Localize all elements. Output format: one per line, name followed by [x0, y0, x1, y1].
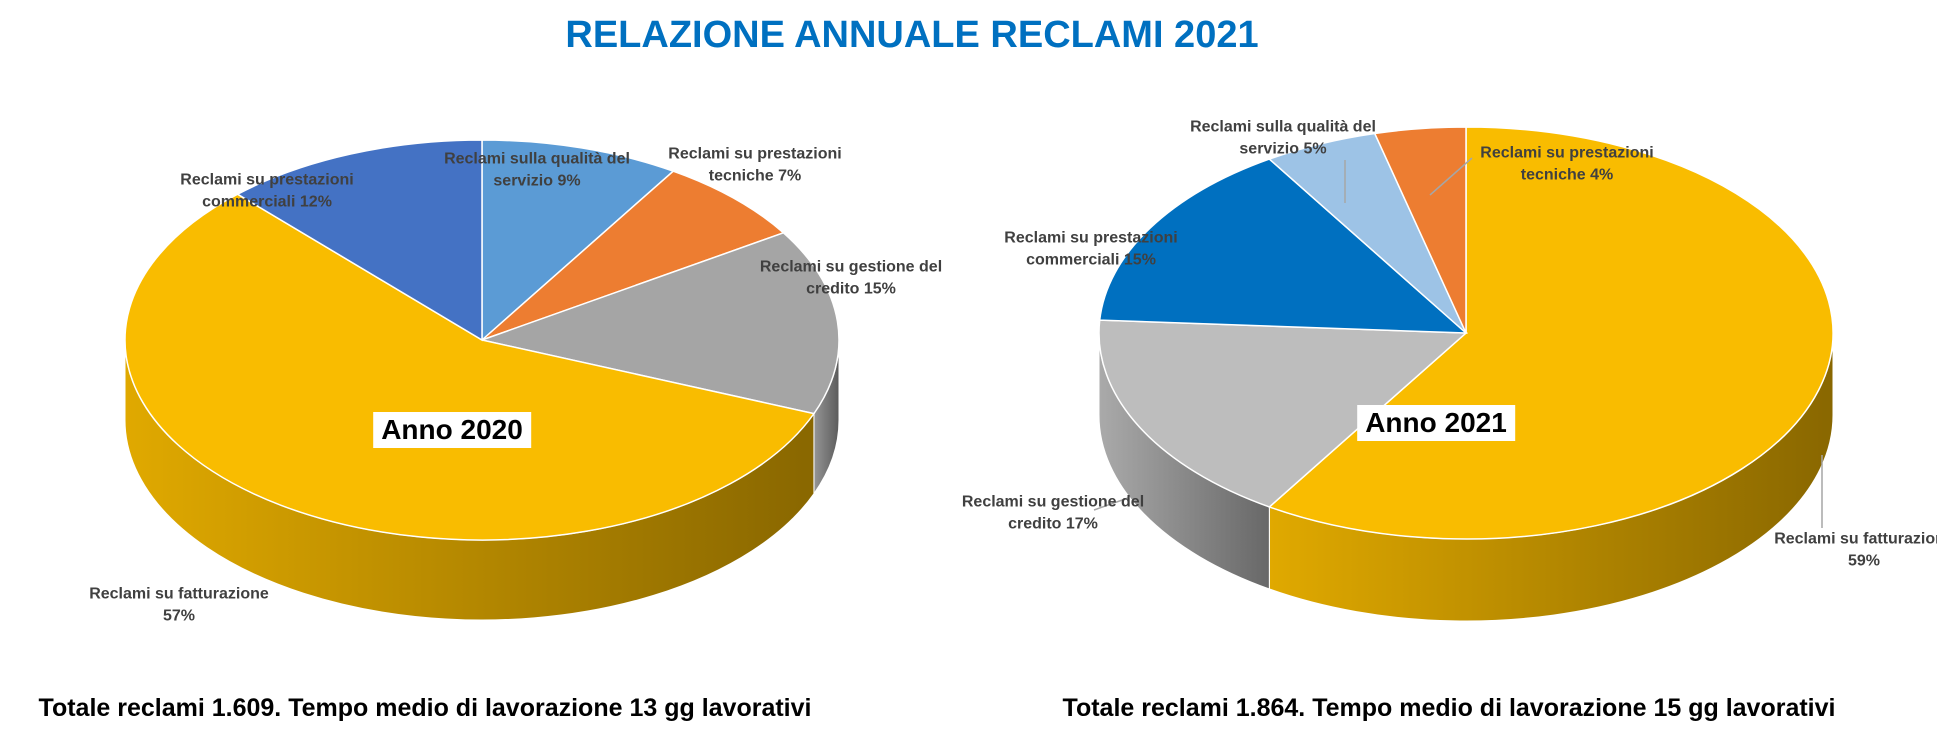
slice-label: Reclami su prestazioni tecniche 7% [655, 143, 855, 186]
leader-line [1429, 157, 1473, 196]
category-label: Reclami su prestazioni commerciali [180, 171, 354, 210]
value-label: 9% [557, 172, 581, 189]
slice [1373, 126, 1467, 334]
value-label: 15% [863, 280, 896, 297]
category-label: Reclami su prestazioni commerciali [1004, 229, 1178, 268]
slice [481, 139, 675, 342]
slice-label: Reclami su gestione del credito 15% [751, 256, 951, 299]
slice-label: Reclami su prestazioni commerciali 15% [991, 227, 1191, 270]
category-label: Reclami su fatturazione [1774, 530, 1937, 548]
center-label: Anno 2021 [1357, 405, 1515, 441]
slice [1098, 158, 1469, 334]
page-title: RELAZIONE ANNUALE RECLAMI 2021 [565, 14, 1259, 56]
category-label: Reclami sulla qualità del servizio [444, 150, 630, 189]
slice-label: Reclami su prestazioni tecniche 4% [1467, 142, 1667, 185]
category-label: Reclami su prestazioni tecniche [1480, 144, 1654, 183]
caption: Totale reclami 1.609. Tempo medio di lav… [38, 694, 812, 722]
value-label: 12% [299, 193, 332, 210]
value-label: 7% [778, 167, 802, 184]
value-label: 57% [162, 607, 196, 624]
slice-label: Reclami su prestazioni commerciali 12% [167, 169, 367, 212]
category-label: Reclami su prestazioni tecniche [668, 145, 842, 184]
caption: Totale reclami 1.864. Tempo medio di lav… [1062, 694, 1836, 722]
category-label: Reclami su gestione del credito [961, 493, 1145, 532]
slice-label: Reclami sulla qualità del servizio 9% [437, 148, 637, 191]
category-label: Reclami su gestione del credito [759, 258, 943, 297]
slice [1098, 319, 1468, 508]
slice-label: Reclami sulla qualità del servizio 5% [1183, 116, 1383, 159]
center-label: Anno 2020 [373, 412, 531, 448]
value-label: 5% [1303, 140, 1327, 157]
slice-label: Reclami su fatturazione 59% [1764, 528, 1937, 571]
slice [236, 139, 483, 342]
value-label: 59% [1847, 552, 1881, 569]
slice-label: Reclami su fatturazione 57% [79, 583, 279, 626]
value-label: 15% [1123, 251, 1156, 268]
slice [481, 170, 785, 341]
category-label: Reclami su fatturazione [89, 585, 269, 603]
value-label: 17% [1065, 515, 1098, 532]
slice-label: Reclami su gestione del credito 17% [953, 491, 1153, 534]
slice [124, 193, 816, 541]
leader-line [1093, 497, 1129, 511]
slice [479, 231, 840, 415]
category-label: Reclami sulla qualità del servizio [1190, 118, 1376, 157]
value-label: 4% [1590, 166, 1614, 183]
